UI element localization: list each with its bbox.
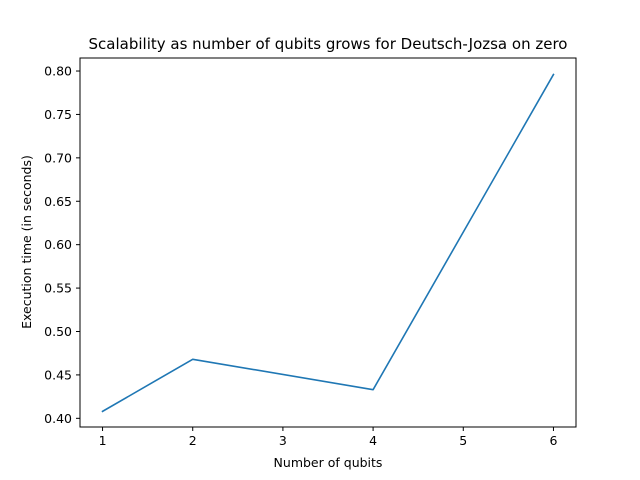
x-axis-label: Number of qubits [274, 455, 383, 470]
y-tick-label: 0.75 [44, 107, 72, 122]
chart-title: Scalability as number of qubits grows fo… [89, 35, 568, 53]
y-tick-label: 0.80 [44, 64, 72, 79]
x-tick-label: 5 [459, 433, 467, 448]
y-tick-label: 0.60 [44, 237, 72, 252]
x-tick-label: 1 [99, 433, 107, 448]
axes-frame [79, 57, 577, 428]
series-line-0 [101, 73, 555, 413]
y-tick-label: 0.45 [44, 367, 72, 382]
y-tick-label: 0.55 [44, 281, 72, 296]
plot-area [101, 73, 555, 413]
x-axis: 1 2 3 4 5 6 [99, 427, 557, 448]
y-tick-label: 0.50 [44, 324, 72, 339]
y-tick-label: 0.40 [44, 411, 72, 426]
x-tick-label: 6 [549, 433, 557, 448]
y-axis: 0.40 0.45 0.50 0.55 0.60 0.65 0.70 0.75 0.80 [44, 64, 80, 426]
y-tick-label: 0.65 [44, 194, 72, 209]
x-tick-label: 4 [369, 433, 377, 448]
x-tick-label: 3 [279, 433, 287, 448]
y-axis-label: Execution time (in seconds) [19, 155, 34, 329]
x-tick-label: 2 [189, 433, 197, 448]
y-tick-label: 0.70 [44, 150, 72, 165]
